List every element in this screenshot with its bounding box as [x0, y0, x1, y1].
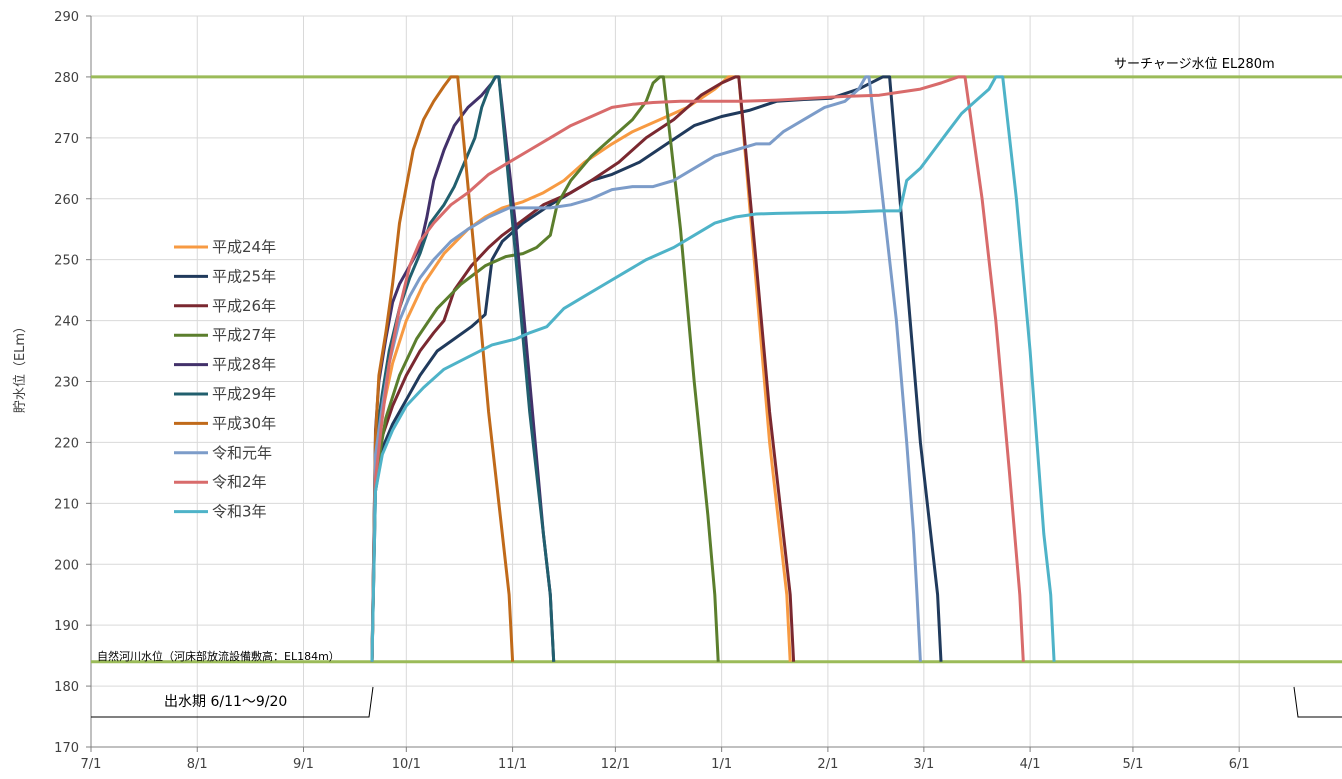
x-tick-label: 10/1	[392, 757, 421, 772]
legend-label: 平成29年	[212, 385, 276, 403]
x-tick-label: 8/1	[187, 757, 208, 772]
reference-lines	[91, 75, 1342, 664]
y-tick-label: 270	[54, 132, 79, 147]
y-tick-label: 170	[54, 741, 79, 756]
series-line	[370, 75, 720, 662]
x-tick-label: 12/1	[601, 757, 630, 772]
flood-period-bracket-right	[1293, 686, 1342, 718]
series-line	[370, 75, 1025, 662]
series-line	[370, 75, 556, 662]
y-tick-label: 240	[54, 315, 79, 330]
legend-label: 令和2年	[212, 473, 267, 491]
series-line	[370, 75, 796, 662]
x-tick-label: 2/1	[817, 757, 838, 772]
x-tick-label: 3/1	[913, 757, 934, 772]
y-axis-label: 貯水位（ELm）	[13, 320, 28, 413]
x-tick-label: 1/1	[711, 757, 732, 772]
series-lines	[370, 75, 1056, 662]
y-tick-label: 250	[54, 254, 79, 269]
y-tick-label: 230	[54, 376, 79, 391]
x-tick-label: 11/1	[498, 757, 527, 772]
y-tick-label: 260	[54, 193, 79, 208]
y-tick-label: 210	[54, 497, 79, 512]
y-tick-label: 190	[54, 619, 79, 634]
series-line	[370, 75, 922, 662]
x-tick-label: 9/1	[293, 757, 314, 772]
x-tick-label: 4/1	[1020, 757, 1041, 772]
surcharge-label: サーチャージ水位 EL280m	[1114, 57, 1275, 72]
legend-label: 平成28年	[212, 356, 276, 374]
y-tick-label: 290	[54, 10, 79, 25]
legend-label: 令和元年	[212, 444, 272, 462]
legend-label: 平成25年	[212, 267, 276, 285]
series-line	[370, 75, 943, 662]
series-line	[370, 75, 1056, 662]
y-tick-label: 280	[54, 71, 79, 86]
flood-period-bracket-left	[91, 686, 374, 718]
legend-label: 令和3年	[212, 503, 267, 521]
series-line	[370, 75, 556, 662]
x-tick-label: 6/1	[1229, 757, 1250, 772]
legend-label: 平成24年	[212, 238, 276, 256]
x-tick-label: 7/1	[81, 757, 102, 772]
legend-label: 平成27年	[212, 326, 276, 344]
series-line	[370, 75, 515, 662]
legend-label: 平成26年	[212, 297, 276, 315]
annotations: サーチャージ水位 EL280m 自然河川水位（河床部放流設備敷高：EL184m） 出…	[91, 57, 1342, 718]
flood-period-label: 出水期 6/11～9/20	[164, 694, 287, 710]
legend: 平成24年平成25年平成26年平成27年平成28年平成29年平成30年令和元年令…	[174, 238, 276, 521]
river-level-label: 自然河川水位（河床部放流設備敷高：EL184m）	[97, 649, 340, 663]
legend-label: 平成30年	[212, 414, 276, 432]
y-tick-label: 180	[54, 680, 79, 695]
x-tick-label: 5/1	[1122, 757, 1143, 772]
axes: 7/1 8/1 9/1 10/1 11/1 12/1 1/1 2/1 3/1 4/1 5/1 6/1 1…	[13, 10, 1342, 772]
y-tick-label: 220	[54, 436, 79, 451]
series-line	[370, 75, 792, 662]
y-tick-label: 200	[54, 558, 79, 573]
